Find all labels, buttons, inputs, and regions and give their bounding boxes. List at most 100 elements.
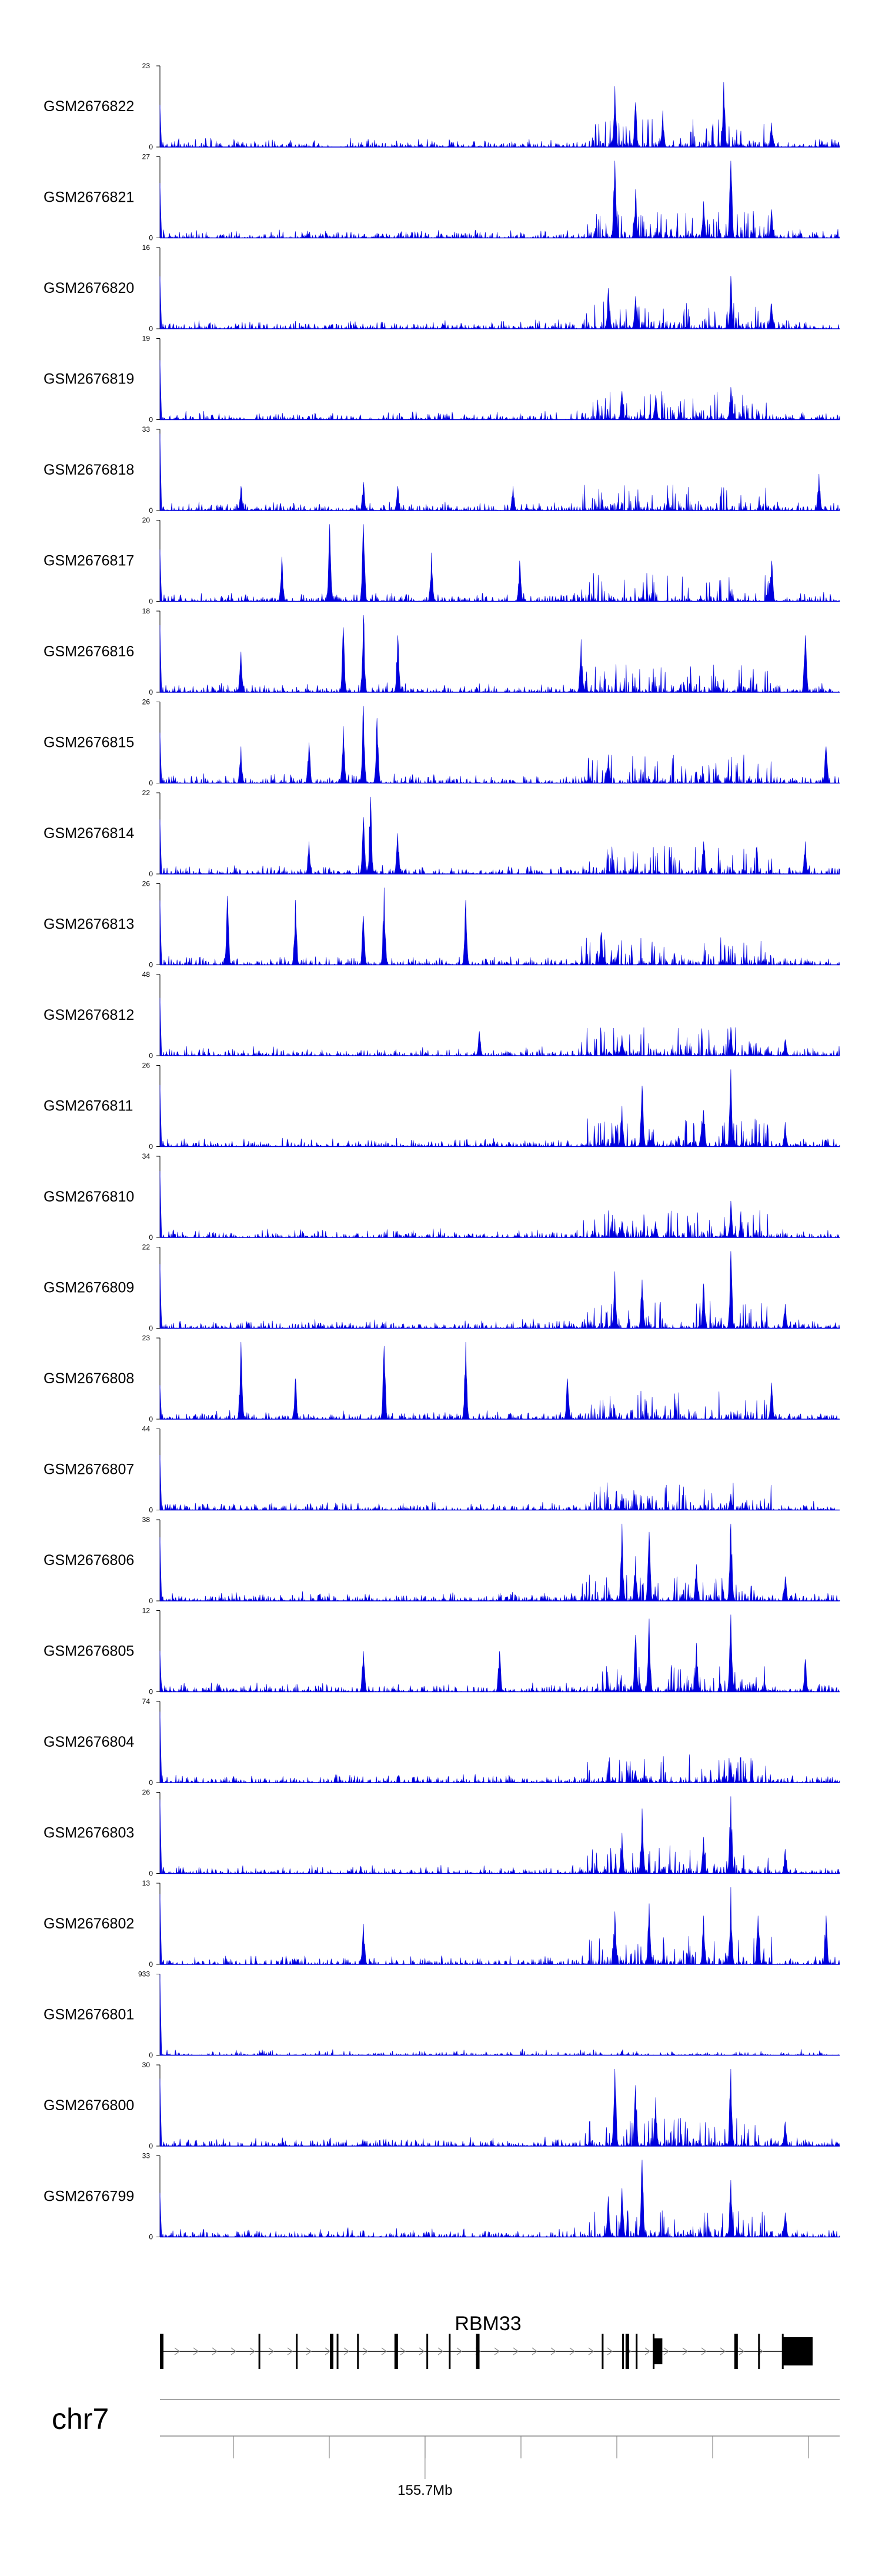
strand-arrow bbox=[701, 2347, 707, 2355]
y-max-label: 16 bbox=[142, 243, 151, 252]
track-GSM2676818: GSM2676818 33 0 bbox=[44, 425, 840, 515]
strand-arrow bbox=[343, 2347, 349, 2355]
y-max-label: 23 bbox=[142, 62, 151, 70]
y-max-label: 26 bbox=[142, 1062, 151, 1070]
track-GSM2676802: GSM2676802 13 0 bbox=[44, 1879, 840, 1968]
y-min-label: 0 bbox=[149, 1960, 153, 1968]
y-max-label: 20 bbox=[142, 516, 151, 525]
track-label: GSM2676821 bbox=[44, 189, 134, 206]
utr-block bbox=[782, 2337, 813, 2365]
signal-area bbox=[159, 1887, 840, 1966]
strand-arrow bbox=[569, 2347, 575, 2355]
gene-model: RBM33 bbox=[160, 2313, 813, 2369]
y-max-label: 13 bbox=[142, 1879, 151, 1887]
signal-area bbox=[159, 1342, 840, 1420]
strand-arrow bbox=[437, 2347, 443, 2355]
exon bbox=[160, 2337, 162, 2366]
exon bbox=[336, 2334, 339, 2369]
track-label: GSM2676813 bbox=[44, 916, 134, 933]
y-min-label: 0 bbox=[149, 1415, 153, 1423]
strand-arrow bbox=[193, 2347, 199, 2355]
track-GSM2676814: GSM2676814 22 0 bbox=[44, 789, 840, 878]
track-GSM2676815: GSM2676815 26 0 bbox=[44, 698, 840, 788]
track-label: GSM2676809 bbox=[44, 1280, 134, 1296]
signal-area bbox=[159, 2068, 840, 2147]
y-min-label: 0 bbox=[149, 1870, 153, 1878]
y-max-label: 18 bbox=[142, 607, 151, 615]
y-min-label: 0 bbox=[149, 506, 153, 515]
track-GSM2676812: GSM2676812 48 0 bbox=[44, 970, 840, 1060]
y-min-label: 0 bbox=[149, 234, 153, 242]
signal-area bbox=[159, 615, 840, 693]
exon bbox=[734, 2334, 738, 2369]
signal-area bbox=[159, 1711, 840, 1784]
track-GSM2676800: GSM2676800 30 0 bbox=[44, 2061, 840, 2150]
y-min-label: 0 bbox=[149, 961, 153, 969]
track-label: GSM2676808 bbox=[44, 1370, 134, 1387]
gene-label: RBM33 bbox=[455, 2313, 521, 2335]
y-max-label: 22 bbox=[142, 789, 151, 797]
track-GSM2676822: GSM2676822 23 0 bbox=[44, 62, 840, 151]
track-label: GSM2676799 bbox=[44, 2188, 134, 2205]
exon bbox=[258, 2334, 260, 2369]
signal-area bbox=[159, 1614, 840, 1693]
signal-area bbox=[159, 796, 840, 875]
track-label: GSM2676810 bbox=[44, 1189, 134, 1205]
strand-arrow bbox=[456, 2347, 462, 2355]
strand-arrow bbox=[287, 2347, 293, 2355]
signal-area bbox=[159, 1974, 840, 2056]
track-label: GSM2676803 bbox=[44, 1825, 134, 1841]
y-min-label: 0 bbox=[149, 1233, 153, 1242]
signal-area bbox=[159, 524, 840, 602]
signal-area bbox=[159, 1796, 840, 1874]
track-label: GSM2676805 bbox=[44, 1643, 134, 1660]
track-GSM2676808: GSM2676808 23 0 bbox=[44, 1334, 840, 1423]
chromosome-label: chr7 bbox=[52, 2403, 109, 2435]
strand-arrow bbox=[268, 2347, 274, 2355]
track-label: GSM2676819 bbox=[44, 371, 134, 388]
signal-area bbox=[159, 706, 840, 784]
track-label: GSM2676820 bbox=[44, 280, 134, 296]
signal-area bbox=[159, 1251, 840, 1329]
exon bbox=[449, 2334, 451, 2369]
strand-arrow bbox=[419, 2347, 425, 2355]
signal-area bbox=[159, 1454, 840, 1511]
axis-position-label: 155.7Mb bbox=[397, 2482, 452, 2498]
strand-arrow bbox=[739, 2347, 744, 2355]
signal-area bbox=[159, 887, 840, 966]
exon bbox=[758, 2334, 760, 2369]
y-min-label: 0 bbox=[149, 598, 153, 606]
exon bbox=[394, 2334, 398, 2369]
exon bbox=[476, 2334, 480, 2369]
y-max-label: 33 bbox=[142, 425, 151, 433]
track-GSM2676811: GSM2676811 26 0 bbox=[44, 1062, 840, 1151]
y-min-label: 0 bbox=[149, 2233, 153, 2241]
y-min-label: 0 bbox=[149, 1778, 153, 1787]
strand-arrow bbox=[174, 2347, 180, 2355]
y-max-label: 26 bbox=[142, 880, 151, 888]
y-max-label: 19 bbox=[142, 335, 151, 343]
strand-arrow bbox=[230, 2347, 236, 2355]
y-max-label: 27 bbox=[142, 153, 151, 161]
track-GSM2676819: GSM2676819 19 0 bbox=[44, 335, 840, 424]
y-min-label: 0 bbox=[149, 1506, 153, 1514]
y-max-label: 12 bbox=[142, 1607, 151, 1615]
y-min-label: 0 bbox=[149, 1324, 153, 1333]
strand-arrow bbox=[663, 2347, 669, 2355]
track-layer: GSM2676822230GSM2676821270GSM2676820160G… bbox=[44, 62, 840, 2241]
signal-area bbox=[159, 276, 840, 330]
strand-arrow bbox=[249, 2347, 255, 2355]
signal-area bbox=[159, 1523, 840, 1602]
exon bbox=[426, 2334, 429, 2369]
track-label: GSM2676816 bbox=[44, 643, 134, 660]
track-GSM2676804: GSM2676804 74 0 bbox=[44, 1697, 840, 1787]
y-min-label: 0 bbox=[149, 870, 153, 878]
track-GSM2676820: GSM2676820 16 0 bbox=[44, 243, 840, 333]
strand-arrow bbox=[532, 2347, 537, 2355]
y-min-label: 0 bbox=[149, 325, 153, 333]
track-label: GSM2676802 bbox=[44, 1916, 134, 1932]
y-min-label: 0 bbox=[149, 688, 153, 696]
track-label: GSM2676822 bbox=[44, 98, 134, 115]
y-min-label: 0 bbox=[149, 1688, 153, 1696]
